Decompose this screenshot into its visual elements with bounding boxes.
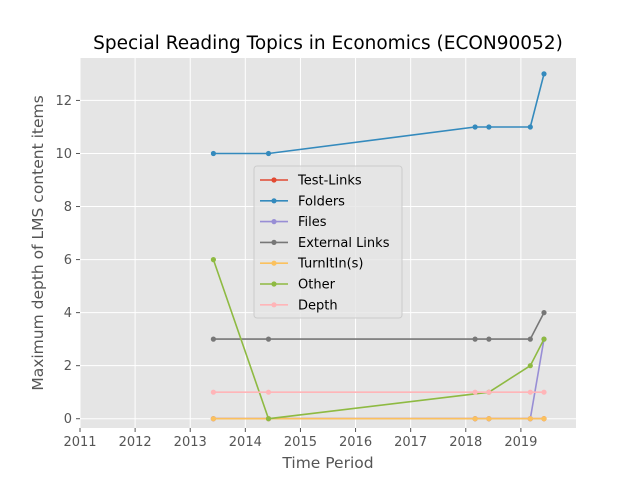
x-tick-label: 2014 (229, 435, 262, 450)
legend-marker-folders (271, 198, 277, 204)
data-point-depth (527, 389, 533, 395)
y-tick-label: 10 (55, 147, 72, 162)
y-tick-label: 12 (55, 94, 72, 109)
data-point-turnitin-s (541, 416, 547, 422)
x-tick-label: 2012 (119, 435, 152, 450)
legend-marker-files (271, 219, 277, 225)
data-point-external-links (541, 310, 547, 316)
series-folders (210, 71, 547, 157)
legend-marker-test-links (271, 177, 277, 183)
data-point-turnitin-s (210, 416, 216, 422)
legend-marker-turnitin-s (271, 260, 277, 266)
legend-label-test-links: Test-Links (297, 174, 362, 189)
axis-ticks: 2011 2012 2013 2014 2015 2016 2017 2018 2019 0 2 4 6… (55, 94, 537, 450)
x-tick-label: 2018 (449, 435, 482, 450)
series-layer (210, 71, 547, 422)
legend-marker-other (271, 281, 277, 287)
legend-label-folders: Folders (298, 194, 345, 209)
data-point-external-links (472, 336, 478, 342)
x-axis-label: Time Period (281, 454, 373, 472)
data-point-depth (541, 389, 547, 395)
data-point-turnitin-s (486, 416, 492, 422)
data-point-external-links (486, 336, 492, 342)
legend: Test-Links Folders Files External Links Turn… (253, 165, 403, 319)
legend-label-external-links: External Links (298, 236, 390, 251)
data-point-other (541, 336, 547, 342)
data-point-folders (265, 150, 272, 157)
series-line-external-links (213, 312, 545, 340)
series-depth (210, 389, 547, 395)
x-tick-label: 2019 (504, 435, 537, 450)
series-turnitin-s (210, 416, 547, 422)
x-tick-label: 2017 (394, 435, 427, 450)
data-point-external-links (210, 336, 216, 342)
y-axis-label: Maximum depth of LMS content items (29, 95, 47, 390)
y-tick-label: 8 (64, 200, 72, 215)
data-point-external-links (527, 336, 533, 342)
data-point-depth (486, 389, 492, 395)
legend-label-turnitin-s: TurnItIn(s) (297, 257, 363, 272)
data-point-other (265, 416, 272, 422)
legend-marker-depth (271, 302, 277, 308)
legend-label-other: Other (298, 278, 336, 293)
y-tick-label: 0 (64, 412, 72, 427)
data-point-depth (265, 389, 272, 395)
data-point-folders (472, 124, 478, 130)
x-tick-label: 2016 (339, 435, 372, 450)
x-tick-label: 2015 (284, 435, 317, 450)
legend-label-files: Files (298, 215, 327, 230)
data-point-folders (527, 124, 533, 130)
y-tick-label: 6 (64, 253, 72, 268)
series-line-folders (213, 73, 545, 155)
y-tick-label: 4 (64, 306, 72, 321)
x-tick-label: 2013 (174, 435, 207, 450)
data-point-depth (472, 389, 478, 395)
data-point-other (210, 257, 216, 263)
y-tick-label: 2 (64, 359, 72, 374)
data-point-turnitin-s (472, 416, 478, 422)
series-external-links (210, 310, 547, 342)
data-point-folders (210, 150, 216, 157)
x-tick-label: 2011 (63, 435, 96, 450)
legend-label-depth: Depth (298, 298, 338, 313)
legend-marker-external-links (271, 239, 277, 245)
chart-title: Special Reading Topics in Economics (ECO… (93, 33, 563, 54)
data-point-external-links (265, 336, 272, 342)
data-point-folders (486, 124, 492, 130)
data-point-turnitin-s (527, 416, 533, 422)
data-point-depth (210, 389, 216, 395)
data-point-other (527, 363, 533, 369)
data-point-folders (541, 71, 547, 77)
legend-box (253, 165, 403, 319)
